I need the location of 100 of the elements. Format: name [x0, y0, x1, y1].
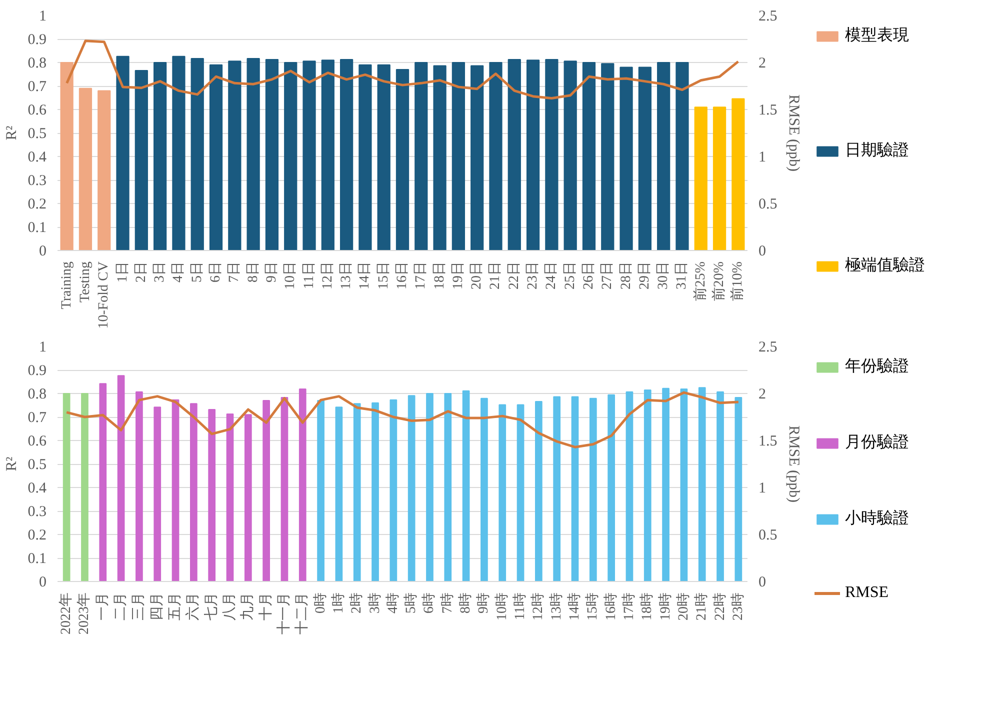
x-tick-label: 5日 [190, 262, 205, 282]
y-tick-label: 0.4 [28, 480, 47, 496]
x-tick-label: 23日 [526, 262, 541, 290]
x-tick-label: 17時 [620, 592, 637, 620]
x-tick-label: 11時 [512, 592, 528, 620]
x-tick-label: 28日 [618, 262, 634, 290]
y-tick-label: 0.2 [28, 196, 46, 212]
y-tick-label: 0.3 [28, 504, 46, 520]
x-tick-label: 23時 [730, 592, 746, 620]
x-tick-label: 8日 [246, 262, 261, 282]
bar [117, 375, 125, 582]
bar [390, 399, 398, 582]
bar [60, 62, 74, 250]
y2-tick-label: 1 [758, 150, 766, 166]
y2-tick-label: 2.5 [758, 8, 778, 24]
x-tick-label: 10時 [494, 592, 510, 620]
x-tick-label: 6時 [421, 592, 438, 614]
bar [280, 396, 288, 582]
y2-axis-title: RMSE (ppb) [785, 425, 802, 503]
bar [564, 60, 577, 250]
x-tick-label: 13日 [339, 262, 354, 290]
bar [246, 58, 260, 250]
bar [480, 398, 488, 582]
y-tick-label: 0.9 [28, 32, 46, 48]
x-tick-label: 八月 [222, 592, 238, 620]
x-tick-label: 十一月 [276, 592, 292, 634]
x-tick-label: Testing [78, 262, 93, 303]
bar [99, 383, 107, 582]
bar [414, 62, 428, 250]
x-tick-label: 9時 [476, 592, 492, 614]
x-tick-label: 一月 [95, 592, 110, 620]
x-tick-label: 19時 [657, 592, 674, 620]
bar [317, 400, 324, 582]
y-tick-label: 0.8 [28, 56, 46, 72]
y2-tick-label: 1.5 [758, 102, 778, 118]
x-tick-label: 18時 [639, 592, 656, 620]
x-tick-label: 四月 [150, 592, 165, 620]
bar [526, 60, 540, 250]
bar [408, 395, 416, 582]
x-tick-label: 24日 [544, 262, 560, 290]
bar [134, 70, 148, 250]
x-tick-label: 三月 [132, 592, 147, 620]
bar [589, 398, 597, 582]
y-axis-title: R² [4, 456, 20, 472]
y-tick-label: 0.1 [28, 551, 46, 567]
x-tick-label: 25日 [562, 262, 578, 290]
legend-label: 日期驗證 [845, 140, 909, 161]
x-tick-label: 2023年 [76, 592, 92, 634]
y2-tick-label: 2 [758, 56, 766, 72]
x-tick-label: 8時 [458, 592, 474, 614]
y2-tick-label: 0 [758, 244, 766, 260]
bar [608, 394, 615, 582]
bar [426, 393, 434, 582]
legend-label: 極端值驗證 [845, 256, 925, 276]
bar [712, 106, 726, 250]
bar [498, 404, 506, 582]
bar [190, 403, 198, 582]
x-tick-label: 9日 [264, 262, 280, 282]
y-tick-label: 0 [39, 244, 46, 260]
y-tick-label: 0.2 [28, 528, 46, 544]
y2-tick-label: 0.5 [758, 196, 778, 212]
x-tick-label: 5時 [403, 592, 420, 614]
bar [226, 413, 234, 582]
x-tick-label: 3時 [366, 592, 383, 614]
bar [62, 393, 70, 582]
legend-label: RMSE [845, 584, 889, 602]
x-tick-label: 31日 [674, 262, 690, 290]
bar [732, 98, 745, 250]
y-tick-label: 0.6 [28, 434, 47, 450]
x-tick-label: 12日 [320, 262, 336, 290]
x-tick-label: 前25% [692, 261, 708, 302]
bar [638, 66, 652, 250]
x-tick-label: 九月 [240, 592, 256, 620]
bar [154, 406, 162, 582]
x-tick-label: Training [59, 261, 74, 310]
bar [190, 58, 204, 250]
legend-label: 年份驗證 [845, 356, 909, 377]
bar [298, 388, 306, 582]
bar [489, 62, 502, 250]
x-tick-label: 2022年 [58, 592, 74, 634]
x-tick-label: 十月 [258, 592, 274, 620]
x-tick-label: 3日 [152, 262, 168, 282]
x-tick-label: 21日 [488, 262, 504, 290]
y2-tick-label: 0.5 [758, 528, 778, 544]
bar [284, 62, 298, 250]
bar [262, 400, 270, 582]
bar [444, 393, 452, 582]
legend-label: 模型表現 [845, 26, 909, 46]
bar [601, 63, 614, 250]
x-tick-label: 15日 [376, 262, 392, 290]
y-tick-label: 0 [39, 574, 46, 590]
bar [676, 62, 689, 250]
x-tick-label: 16日 [395, 262, 410, 290]
y-tick-label: 0.9 [28, 363, 46, 379]
bar [396, 69, 410, 250]
x-tick-label: 十二月 [294, 592, 310, 634]
x-tick-label: 前20% [711, 261, 728, 302]
bar [340, 58, 354, 250]
bar [433, 65, 446, 250]
bar [694, 106, 708, 250]
